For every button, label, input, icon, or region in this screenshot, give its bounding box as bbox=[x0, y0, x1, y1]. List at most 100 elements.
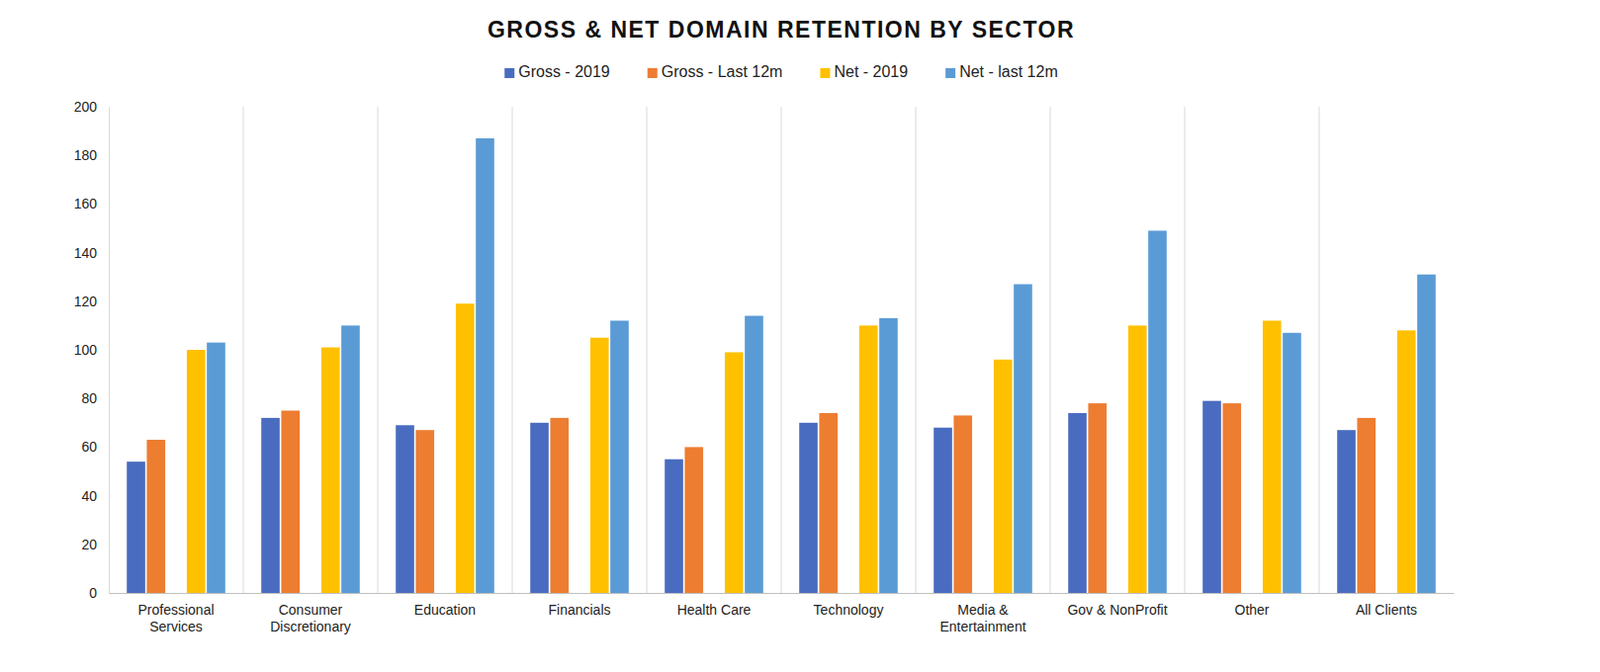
tick: Financials bbox=[547, 593, 611, 619]
grid-line bbox=[915, 106, 917, 594]
tick-label: 20 bbox=[81, 536, 97, 553]
bar bbox=[1397, 330, 1417, 594]
y-axis: 0 20 40 60 80 100 120 140 160 180 200 bbox=[74, 98, 110, 602]
bar bbox=[664, 459, 684, 594]
tick: 120 bbox=[74, 293, 109, 310]
tick: ConsumerDiscretionary bbox=[269, 593, 352, 635]
tick-label: 160 bbox=[74, 195, 98, 212]
plot: 0 20 40 60 80 100 120 140 160 180 200 ProfessionalS… bbox=[74, 98, 1455, 635]
grid-line bbox=[1184, 106, 1186, 594]
tick-label: 120 bbox=[74, 293, 98, 310]
tick-label: Education bbox=[414, 602, 476, 619]
bar bbox=[146, 440, 166, 594]
bar bbox=[1336, 430, 1356, 594]
bar bbox=[953, 415, 973, 594]
tick-label: 60 bbox=[81, 439, 97, 455]
bar bbox=[724, 352, 744, 594]
grid-line bbox=[512, 106, 514, 594]
tick-label: Gov & NonProfit bbox=[1066, 602, 1167, 619]
tick-label: 140 bbox=[74, 245, 98, 262]
legend-swatch bbox=[504, 68, 515, 79]
bar bbox=[859, 325, 879, 594]
legend-item: Gross - Last 12m bbox=[647, 63, 784, 81]
tick-label: ProfessionalServices bbox=[137, 602, 214, 635]
tick-label: 180 bbox=[74, 147, 98, 164]
tick: All Clients bbox=[1355, 593, 1418, 619]
tick: ProfessionalServices bbox=[137, 593, 214, 635]
series bbox=[206, 138, 1436, 594]
tick-label: Technology bbox=[813, 602, 885, 619]
bar bbox=[993, 359, 1013, 594]
axis-line bbox=[109, 593, 1455, 595]
tick: Media &Entertainment bbox=[939, 593, 1026, 635]
bar bbox=[341, 325, 360, 594]
bar bbox=[1262, 320, 1282, 594]
axis-line bbox=[108, 107, 110, 595]
bar bbox=[321, 348, 341, 594]
grid-line bbox=[243, 106, 245, 594]
bar bbox=[455, 303, 475, 594]
tick-label: 200 bbox=[74, 98, 98, 115]
bar bbox=[1222, 403, 1242, 594]
tick: 140 bbox=[74, 245, 109, 262]
tick-label: 40 bbox=[81, 488, 97, 505]
legend-label: Gross - 2019 bbox=[518, 63, 611, 81]
grid-line bbox=[1319, 106, 1321, 594]
bar bbox=[1282, 333, 1302, 594]
bar bbox=[933, 428, 953, 594]
tick-label: ConsumerDiscretionary bbox=[269, 602, 352, 635]
bar bbox=[126, 461, 146, 594]
series bbox=[186, 303, 1417, 594]
tick-label: Other bbox=[1234, 602, 1269, 619]
grid-line bbox=[377, 106, 379, 594]
bar bbox=[590, 338, 610, 594]
bar bbox=[1087, 403, 1107, 594]
tick: 40 bbox=[81, 488, 109, 505]
bar bbox=[261, 418, 280, 594]
legend-label: Net - 2019 bbox=[833, 63, 908, 81]
tick: Health Care bbox=[677, 593, 752, 619]
tick-label: 100 bbox=[74, 342, 98, 358]
tick: 0 bbox=[88, 585, 109, 602]
bar bbox=[744, 316, 764, 594]
legend-swatch bbox=[945, 68, 956, 79]
bar bbox=[530, 423, 549, 594]
tick-label: Media &Entertainment bbox=[939, 602, 1026, 635]
bar bbox=[879, 318, 898, 594]
bar bbox=[1202, 401, 1222, 594]
grid bbox=[243, 106, 1320, 594]
grid-line bbox=[646, 106, 648, 594]
legend-label: Net - last 12m bbox=[959, 63, 1059, 81]
bar bbox=[1417, 274, 1436, 594]
tick: 60 bbox=[81, 439, 109, 455]
legend-label: Gross - Last 12m bbox=[661, 63, 784, 81]
chart: GROSS & NET DOMAIN RETENTION BY SECTOR02… bbox=[0, 0, 1600, 672]
bar bbox=[1067, 413, 1087, 594]
tick: 160 bbox=[74, 195, 109, 212]
bar bbox=[549, 418, 569, 594]
tick: Technology bbox=[813, 593, 885, 619]
tick-label: Health Care bbox=[677, 602, 752, 619]
bars bbox=[126, 138, 1436, 594]
grid-line bbox=[1050, 106, 1052, 594]
bar bbox=[395, 425, 415, 594]
tick: Gov & NonProfit bbox=[1066, 593, 1167, 619]
tick: 100 bbox=[74, 342, 109, 358]
tick-label: 0 bbox=[88, 585, 97, 602]
grid-line bbox=[781, 106, 783, 594]
tick: Other bbox=[1234, 593, 1269, 619]
tick-label: All Clients bbox=[1355, 602, 1418, 619]
tick: 20 bbox=[81, 536, 109, 553]
legend-item: Net - 2019 bbox=[819, 63, 908, 81]
bar bbox=[610, 320, 629, 594]
legend-item: Gross - 2019 bbox=[504, 63, 611, 81]
x-axis: ProfessionalServices ConsumerDiscretionar… bbox=[109, 593, 1455, 635]
tick-label: 80 bbox=[81, 390, 97, 407]
bar bbox=[1356, 418, 1376, 594]
bar bbox=[1148, 230, 1167, 594]
bar bbox=[475, 138, 495, 594]
bar bbox=[186, 350, 206, 594]
bar bbox=[1128, 325, 1148, 594]
legend: Gross - 2019 Gross - Last 12m Net - 2019 Ne… bbox=[504, 63, 1059, 81]
tick: Education bbox=[414, 593, 476, 619]
